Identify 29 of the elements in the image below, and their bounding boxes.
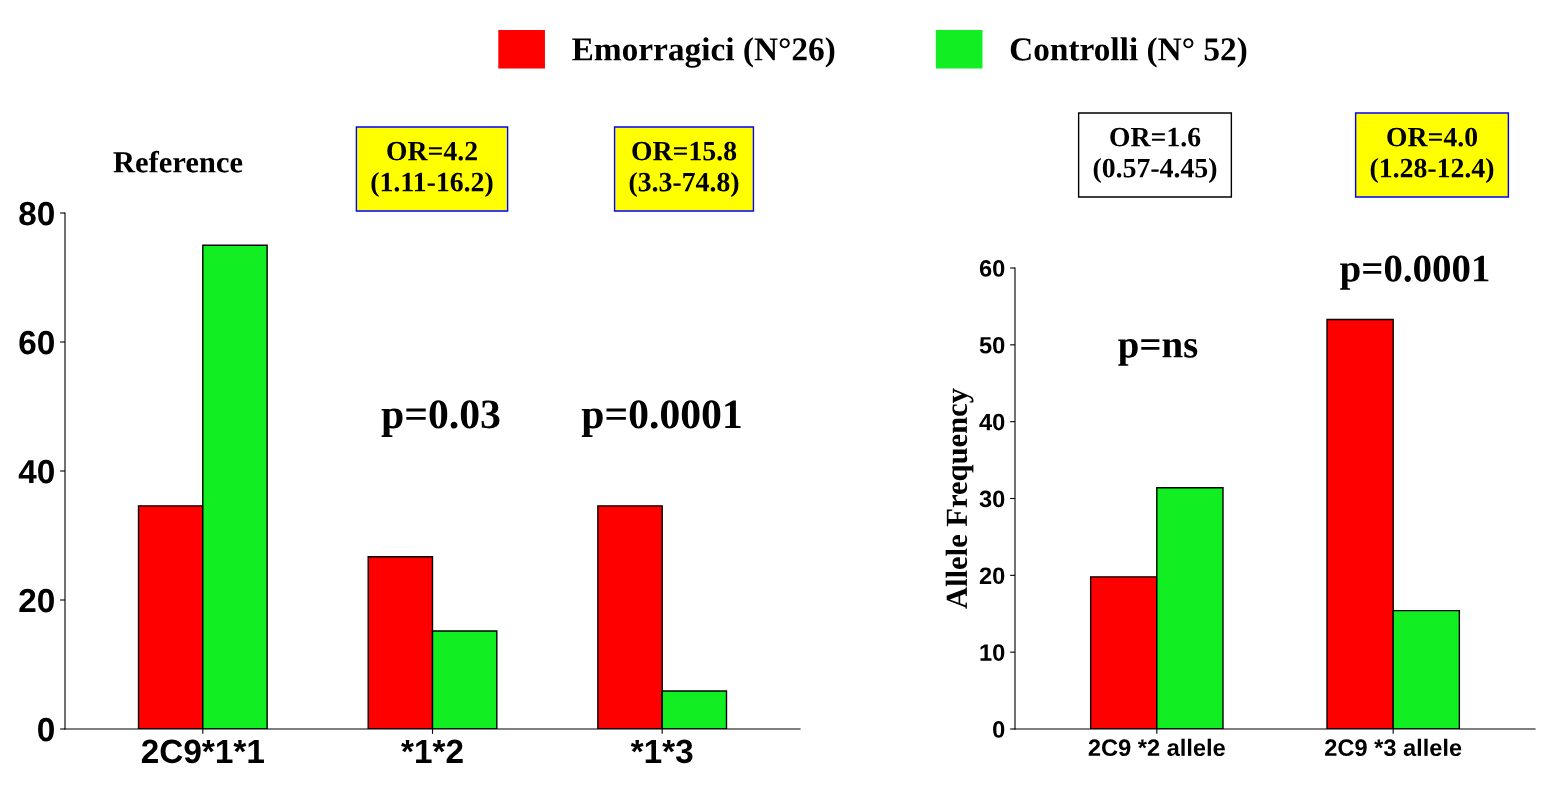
y-tick-label: 60 bbox=[979, 260, 1005, 277]
y-tick-label: 10 bbox=[980, 644, 1005, 661]
legend-label: Emorragici (N°26) bbox=[572, 37, 835, 68]
text: OR=1.6 (0.57-4.45) bbox=[1093, 127, 1217, 184]
y-tick-label: 30 bbox=[979, 490, 1005, 508]
annotation: p=0.0001 bbox=[581, 400, 741, 437]
y-tick-label: 0 bbox=[38, 717, 54, 742]
x-tick-label: 2C9*1*1 bbox=[141, 739, 264, 764]
x-tick-label: *1*3 bbox=[630, 739, 693, 764]
y-tick-label: 60 bbox=[19, 330, 54, 355]
y-tick-label: 20 bbox=[979, 567, 1005, 585]
text: Reference bbox=[113, 150, 243, 173]
annotation: p=ns bbox=[1118, 339, 1198, 366]
annotation: p=0.03 bbox=[381, 400, 500, 437]
y-tick-label: 80 bbox=[19, 201, 54, 226]
y-tick-label: 50 bbox=[979, 336, 1005, 354]
x-tick-label: 2C9 *3 allele bbox=[1325, 738, 1462, 757]
legend-label: Controlli (N° 52) bbox=[1010, 37, 1247, 68]
x-tick-label: 2C9 *2 allele bbox=[1088, 738, 1225, 757]
y-tick-label: 20 bbox=[19, 588, 54, 613]
text: OR=4.0 (1.28-12.4) bbox=[1370, 127, 1494, 184]
y-tick-label: 0 bbox=[993, 721, 1005, 738]
text: OR=4.2 (1.11-16.2) bbox=[371, 141, 493, 198]
y-axis-title: Allele Frequency bbox=[945, 388, 974, 609]
annotation: p=0.0001 bbox=[1340, 255, 1489, 290]
text: OR=15.8 (3.3-74.8) bbox=[629, 141, 739, 198]
y-tick-label: 40 bbox=[979, 413, 1005, 431]
y-tick-label: 40 bbox=[18, 459, 54, 484]
x-tick-label: *1*2 bbox=[401, 739, 463, 763]
